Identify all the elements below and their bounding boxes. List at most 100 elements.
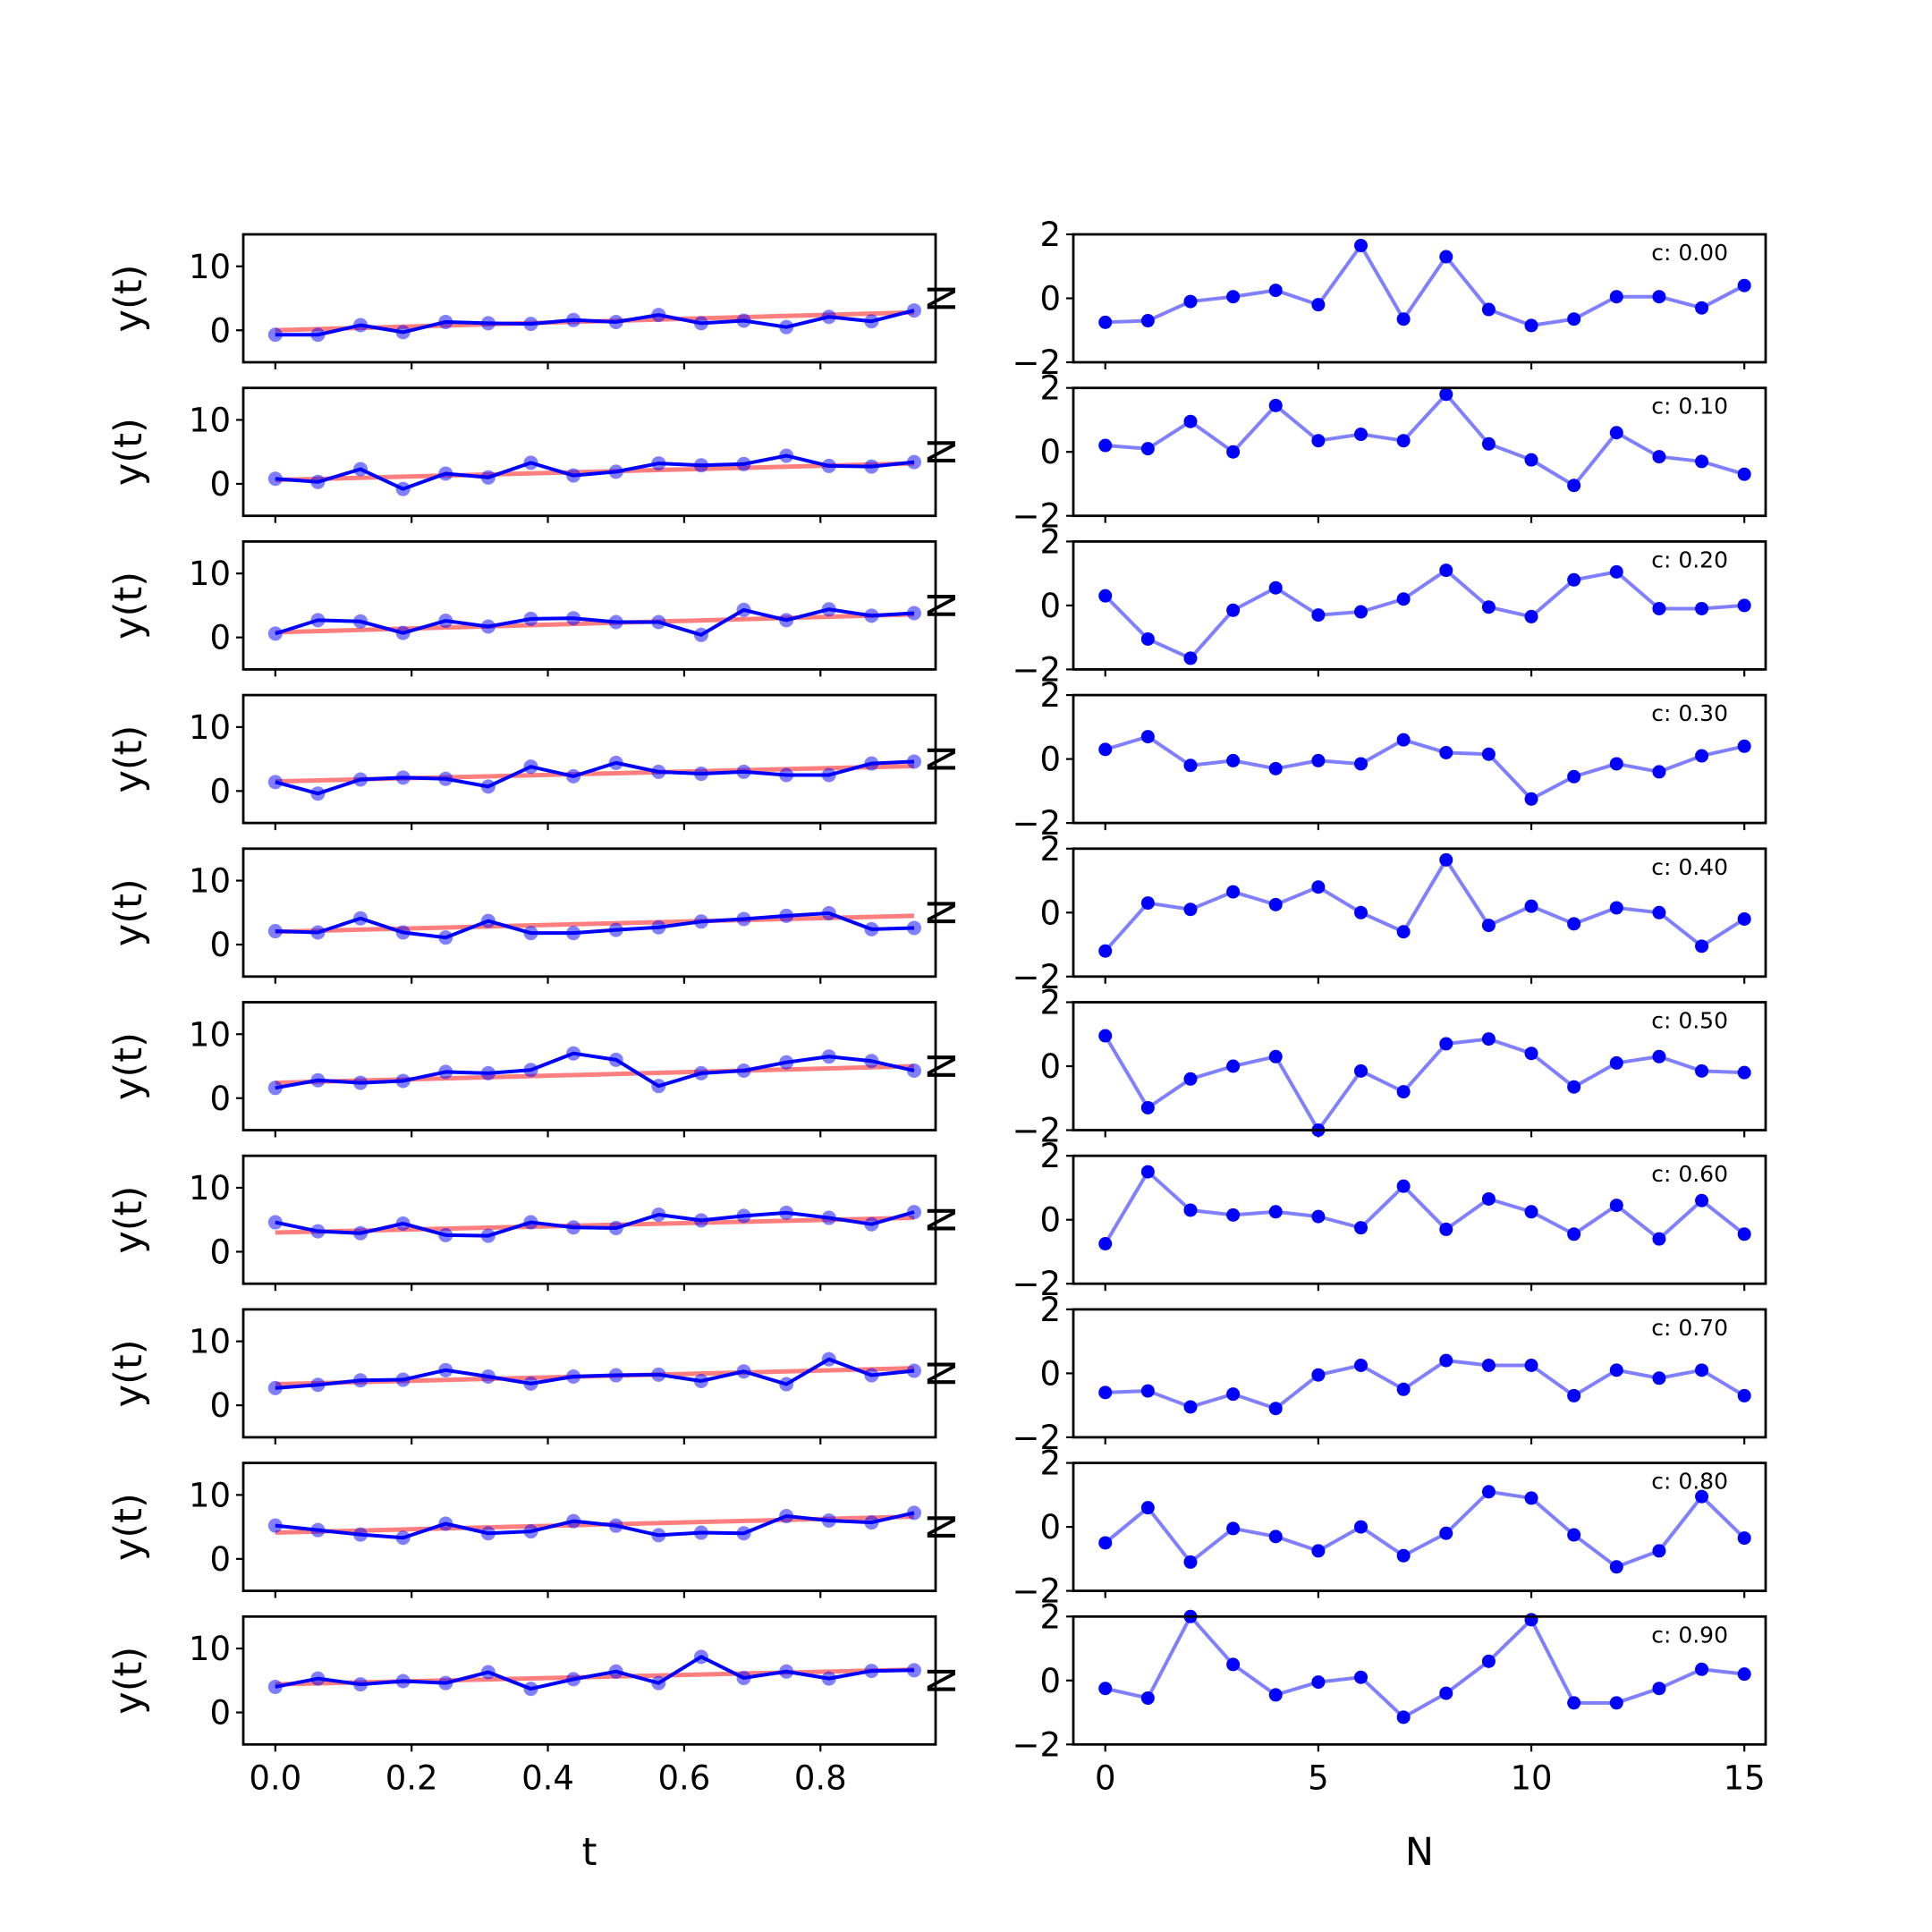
noise-line	[1104, 1489, 1746, 1569]
y-tick-label: 0	[1039, 587, 1061, 625]
noise-point	[1396, 1548, 1411, 1563]
series-line	[275, 309, 915, 337]
c-annotation: c: 0.90	[1651, 1622, 1728, 1648]
noise-point	[1524, 1491, 1538, 1505]
noise-point	[1609, 290, 1623, 304]
noise-point	[1140, 314, 1155, 328]
right-y-axis-label: N	[920, 1513, 965, 1541]
data-point	[267, 1080, 283, 1096]
noise-point	[1609, 901, 1623, 915]
data-point	[736, 1063, 751, 1079]
noise-point	[1695, 749, 1709, 763]
data-point	[907, 1505, 922, 1521]
x-tick-label: 5	[1308, 1758, 1329, 1797]
data-point	[821, 1049, 836, 1064]
y-tick-label: 0	[1039, 433, 1061, 471]
noise-point	[1737, 1227, 1751, 1241]
data-point	[267, 1380, 283, 1395]
noise-point	[1609, 1199, 1623, 1213]
noise-point	[1354, 1221, 1368, 1235]
data-point	[310, 1072, 326, 1088]
noise-line	[1105, 1359, 1746, 1411]
noise-point	[1226, 1059, 1241, 1073]
data-point	[523, 455, 538, 470]
y-tick-label: −2	[1012, 958, 1061, 996]
data-point	[438, 1227, 453, 1242]
noise-point	[1183, 758, 1198, 773]
y-tick-label: −2	[1012, 1419, 1061, 1457]
axes-frame	[242, 1154, 937, 1285]
data-point	[693, 1065, 708, 1080]
data-point	[736, 1526, 751, 1541]
data-point	[480, 316, 496, 331]
y-axis-label: y(t)	[106, 418, 151, 486]
noise-point	[1354, 1358, 1368, 1372]
noise-point	[1567, 312, 1581, 326]
data-point	[907, 454, 922, 470]
data-point	[821, 1210, 836, 1225]
y-tick-label: 10	[189, 555, 231, 593]
y-tick-label: −2	[1012, 650, 1061, 689]
right-y-axis-label: N	[920, 1666, 965, 1695]
noise-point	[1695, 939, 1709, 953]
data-point	[608, 314, 623, 329]
y-tick-label: 2	[1039, 1597, 1061, 1636]
noise-point	[1098, 1385, 1113, 1400]
data-point	[779, 613, 794, 628]
fit-line	[275, 612, 915, 635]
data-point	[693, 914, 708, 929]
data-point	[310, 1522, 326, 1538]
noise-point	[1524, 1358, 1538, 1372]
data-point	[480, 779, 496, 794]
noise-point	[1737, 1065, 1751, 1080]
x-tick-label: 10	[1510, 1758, 1552, 1797]
noise-point	[1609, 426, 1623, 440]
data-point	[608, 1368, 623, 1383]
noise-point	[1524, 453, 1538, 467]
left-panel-8: 0 10 y(t)	[106, 1462, 937, 1598]
noise-point	[1140, 1165, 1155, 1179]
data-point	[608, 922, 623, 937]
data-point	[438, 1064, 453, 1080]
noise-point	[1524, 1046, 1538, 1061]
noise-point	[1311, 880, 1326, 894]
noise-point	[1567, 572, 1581, 587]
data-point	[353, 772, 369, 787]
data-point	[523, 317, 538, 332]
noise-point	[1098, 944, 1113, 958]
data-point	[821, 458, 836, 473]
noise-point	[1268, 1688, 1283, 1702]
data-point	[267, 775, 283, 790]
y-tick-label: 2	[1039, 369, 1061, 408]
axes-frame	[242, 847, 937, 979]
left-panel-4: 0 10 y(t)	[106, 847, 937, 984]
noise-point	[1140, 1100, 1155, 1114]
noise-point	[1481, 747, 1496, 761]
y-tick-label: 10	[189, 401, 231, 439]
data-point	[693, 627, 708, 642]
noise-point	[1439, 564, 1453, 578]
data-point	[267, 1679, 283, 1694]
data-point	[438, 930, 453, 945]
noise-point	[1737, 1667, 1751, 1682]
data-point	[864, 756, 879, 771]
data-point	[310, 925, 326, 940]
data-point	[864, 1515, 879, 1530]
y-tick-label: 10	[189, 1476, 231, 1514]
noise-point	[1396, 1179, 1411, 1193]
noise-point	[1652, 290, 1666, 304]
noise-point	[1311, 434, 1326, 448]
y-tick-label: 0	[209, 1233, 231, 1271]
data-point	[480, 1228, 496, 1243]
noise-point	[1439, 1037, 1453, 1051]
left-panel-0: 0 10 y(t)	[106, 233, 937, 369]
left-panel-1: 0 10 y(t)	[106, 386, 937, 523]
axes-frame	[242, 1462, 937, 1592]
noise-point	[1396, 312, 1411, 326]
data-point	[779, 1377, 794, 1392]
noise-point	[1354, 1520, 1368, 1534]
noise-point	[1524, 1613, 1538, 1627]
noise-point	[1311, 1544, 1326, 1558]
y-tick-label: 0	[1039, 741, 1061, 779]
c-annotation: c: 0.80	[1651, 1469, 1728, 1495]
